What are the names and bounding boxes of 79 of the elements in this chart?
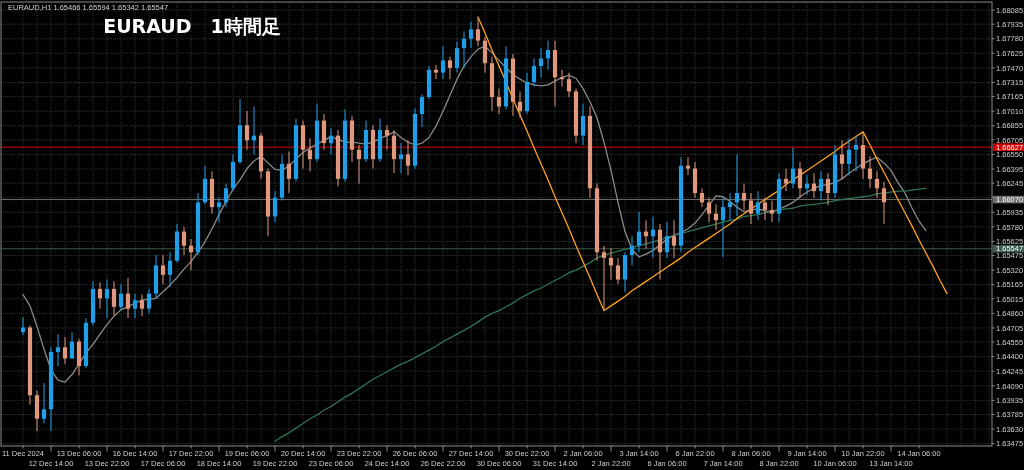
candlestick [636,211,642,253]
candlestick [34,390,40,432]
candlestick [797,161,803,199]
candlestick [860,131,866,180]
candlestick [601,245,607,312]
candlestick [762,197,768,221]
candlestick [391,129,397,174]
line-series [477,16,948,312]
candlestick [223,183,229,208]
candlestick [62,336,68,365]
candlestick [104,279,110,319]
candlestick [69,331,75,360]
candlestick [657,223,663,281]
candlestick [440,45,446,80]
candlestick [307,137,313,172]
candlestick [433,64,439,80]
candlestick [167,251,173,288]
candlestick [384,124,390,151]
candlestick [629,235,635,266]
text: EURAUD 1時間足 [103,15,281,37]
candlestick [867,155,873,189]
candlestick [538,47,544,78]
candlestick [132,293,138,319]
candlestick [783,168,789,192]
candlestick [468,21,474,49]
candlestick [580,103,586,146]
candlestick [405,139,411,176]
candlestick [559,69,565,88]
candlestick [874,170,880,199]
candlestick [790,147,796,189]
candlestick [853,135,859,172]
candlestick [846,137,852,176]
candlestick [111,280,117,316]
candlestick [272,190,278,223]
candlestick [55,333,61,367]
candlestick [664,221,670,259]
candlestick [216,197,222,223]
candlestick [482,36,488,74]
candlestick [727,192,733,221]
candlestick [181,226,187,256]
candlestick [419,93,425,128]
candlestick [517,90,523,119]
candlestick [706,197,712,223]
candlestick [139,294,145,317]
candlestick [202,165,208,205]
candlestick [286,151,292,194]
line-series [274,187,927,442]
candlestick [566,72,572,98]
candlestick [321,113,327,151]
candlestick [741,183,747,211]
candlestick [755,190,761,221]
candlestick [671,219,677,259]
candlestick [398,142,404,174]
candlestick [496,88,502,115]
candlestick [97,281,103,310]
candlestick [244,110,250,151]
candlestick [615,257,621,285]
candlestick [748,192,754,225]
candlestick [118,283,124,312]
candlestick [146,288,152,314]
candlestick [699,187,705,208]
candlestick [447,56,453,80]
candlestick [818,170,824,202]
candlestick [720,197,726,258]
candlestick [881,181,887,225]
candlestick [41,382,47,424]
candlestick [454,41,460,74]
candlestick [531,57,537,88]
candlestick [839,139,845,180]
candlestick [160,254,166,285]
candlestick [125,277,131,319]
candlestick [475,16,481,47]
candlestick [769,200,775,223]
candlestick [356,144,362,185]
candlestick [825,172,831,206]
candlestick [461,30,467,69]
candlestick [685,156,691,176]
candlestick [20,316,26,336]
candlestick [734,153,740,218]
